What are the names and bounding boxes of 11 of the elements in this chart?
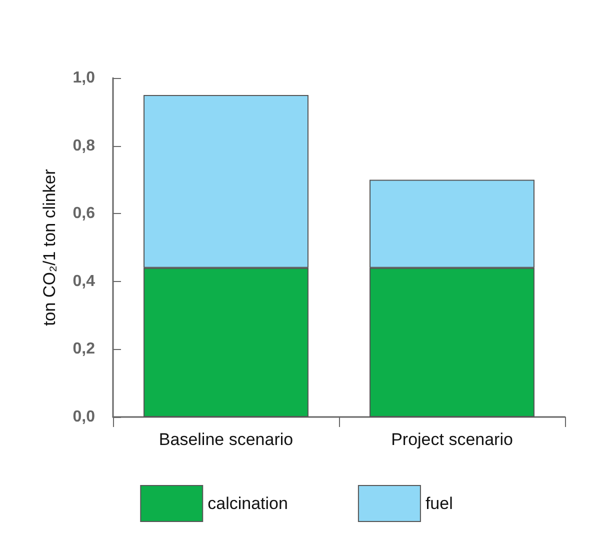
y-tick-label: 0,6 [72,205,96,222]
y-tick-label: 1,0 [72,70,96,86]
legend-label: calcination [208,494,288,513]
x-tick-label: Baseline scenario [158,430,294,449]
y-tick-label: 0,0 [72,408,96,426]
y-tick-label: 0,8 [72,137,96,154]
x-tick-label: Project scenario [391,430,513,449]
y-tick-label: 0,2 [72,340,96,358]
legend-label: fuel [425,494,453,513]
y-tick-label: 0,4 [72,272,96,290]
y-axis-title: ton CO₂/1 ton clinker [40,168,59,326]
